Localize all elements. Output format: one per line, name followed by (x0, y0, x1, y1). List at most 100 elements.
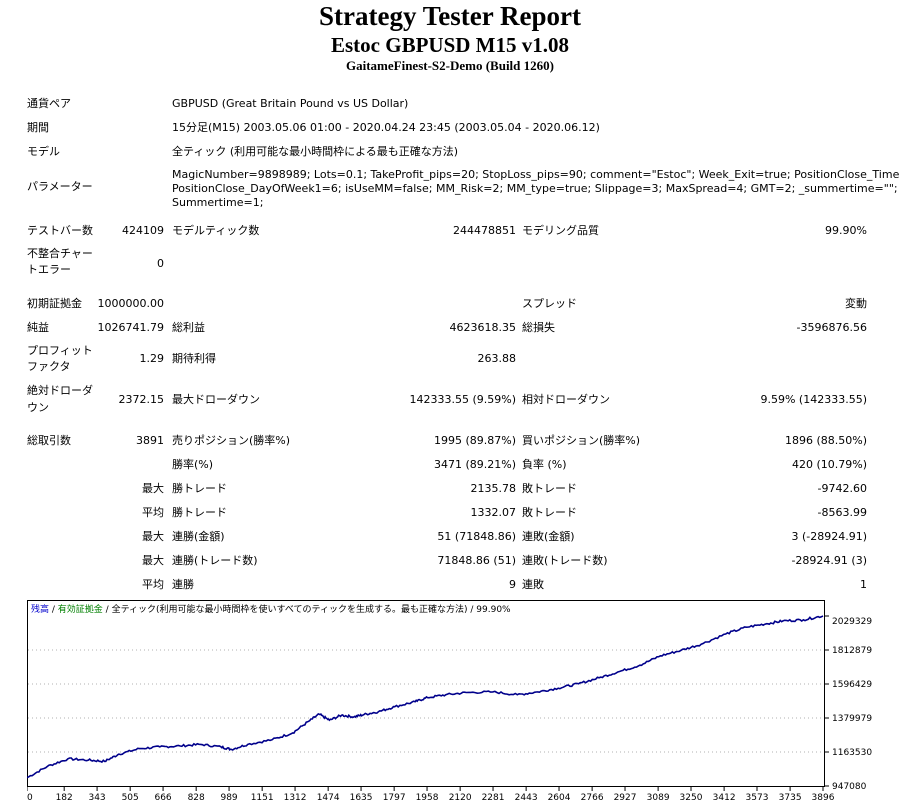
params-line-3: Summertime=1; (172, 196, 264, 209)
x-tick-label: 3735 (779, 793, 802, 803)
x-tick-label: 1474 (317, 793, 340, 803)
x-tick-label: 2604 (548, 793, 571, 803)
abs-drawdown-label-1: 絶対ドローダ (27, 384, 93, 397)
y-tick-label: 1379979 (832, 714, 872, 724)
x-tick-label: 182 (56, 793, 73, 803)
mismatch-label-2: トエラー (27, 263, 71, 276)
legend-separator: / (49, 605, 58, 615)
net-profit-label: 純益 (27, 321, 49, 334)
max-consec-losses-label: 連敗(金額) (522, 530, 575, 543)
max-consecutive-label-2: 最大 (142, 554, 164, 567)
ticks-label: モデルティック数 (172, 224, 260, 237)
params-label: パラメーター (27, 180, 93, 193)
expected-payoff-value: 263.88 (477, 352, 517, 365)
mismatch-value: 0 (157, 257, 164, 270)
bars-label: テストバー数 (27, 224, 93, 237)
x-tick-label: 505 (122, 793, 139, 803)
x-tick-label: 3250 (680, 793, 703, 803)
profit-trades-label: 勝率(%) (172, 458, 214, 471)
x-tick-label: 3573 (746, 793, 769, 803)
avg-consec-losses-label: 連敗 (522, 578, 544, 591)
bars-value: 424109 (122, 224, 164, 237)
y-tick-label: 1596429 (832, 680, 872, 690)
x-tick-label: 1797 (383, 793, 406, 803)
max-consec-profit-value: 71848.86 (51) (437, 554, 516, 567)
max-consec-wins-value: 51 (71848.86) (437, 530, 516, 543)
quality-value: 99.90% (825, 224, 867, 237)
y-tick-label: 947080 (832, 782, 867, 792)
period-value: 15分足(M15) 2003.05.06 01:00 - 2020.04.24 … (172, 121, 600, 134)
gross-profit-label: 総利益 (172, 321, 205, 334)
x-tick-label: 0 (27, 793, 33, 803)
x-tick-label: 666 (154, 793, 171, 803)
avg-consec-losses-value: 1 (860, 578, 867, 591)
largest-win-label: 勝トレード (172, 482, 227, 495)
deposit-value: 1000000.00 (97, 297, 164, 310)
server-info: GaitameFinest-S2-Demo (Build 1260) (346, 58, 554, 73)
x-tick-label: 2443 (515, 793, 538, 803)
max-consec-profit-label: 連勝(トレード数) (172, 554, 258, 567)
max-consec-loss-value: -28924.91 (3) (791, 554, 867, 567)
x-axis-ticks: 0 182 343 505 666 828 989 1151 1312 1474 1635 1797 1… (27, 787, 835, 803)
max-drawdown-value: 142333.55 (9.59%) (409, 393, 516, 406)
x-tick-label: 2927 (614, 793, 637, 803)
profit-factor-value: 1.29 (139, 352, 165, 365)
legend-separator: / (103, 605, 112, 615)
symbol-value: GBPUSD (Great Britain Pound vs US Dollar… (172, 97, 409, 110)
legend-balance: 残高 (31, 603, 49, 615)
avg-win-label: 勝トレード (172, 506, 227, 519)
x-tick-label: 828 (188, 793, 205, 803)
gross-profit-value: 4623618.35 (449, 321, 516, 334)
avg-win-value: 1332.07 (470, 506, 517, 519)
x-tick-label: 343 (88, 793, 105, 803)
x-tick-label: 2766 (581, 793, 604, 803)
grid-lines (28, 649, 824, 753)
mismatch-label-1: 不整合チャー (27, 247, 93, 260)
short-positions-value: 1995 (89.87%) (433, 434, 516, 447)
legend-quality: / 99.90% (468, 605, 512, 615)
ticks-value: 244478851 (453, 224, 516, 237)
rel-drawdown-label: 相対ドローダウン (522, 393, 610, 406)
max-consec-wins-label: 連勝(金額) (172, 530, 225, 543)
balance-chart: 947080 1163530 1379979 1596429 1812879 202932… (27, 600, 900, 807)
total-trades-value: 3891 (136, 434, 164, 447)
gross-loss-value: -3596876.56 (796, 321, 867, 334)
max-drawdown-label: 最大ドローダウン (172, 393, 260, 406)
legend-model: 全ティック(利用可能な最小時間枠を使いすべてのティックを生成する。最も正確な方法… (112, 603, 468, 615)
report-subtitle: Estoc GBPUSD M15 v1.08 (331, 33, 569, 57)
avg-consecutive-label: 平均 (142, 578, 164, 591)
net-profit-value: 1026741.79 (97, 321, 164, 334)
x-tick-label: 2281 (482, 793, 505, 803)
profit-trades-value: 3471 (89.21%) (433, 458, 516, 471)
avg-loss-value: -8563.99 (817, 506, 867, 519)
spread-value: 変動 (845, 297, 867, 310)
largest-loss-label: 敗トレード (522, 482, 577, 495)
long-positions-label: 買いポジション(勝率%) (522, 434, 641, 447)
x-tick-label: 3412 (713, 793, 736, 803)
short-positions-label: 売りポジション(勝率%) (172, 434, 291, 447)
balance-series-line (27, 615, 824, 779)
rel-drawdown-value: 9.59% (142333.55) (760, 393, 867, 406)
report-title: Strategy Tester Report (319, 1, 581, 31)
y-tick-label: 2029329 (832, 617, 872, 627)
gross-loss-label: 総損失 (522, 321, 555, 334)
avg-consec-wins-label: 連勝 (172, 578, 194, 591)
symbol-label: 通貨ペア (27, 97, 71, 110)
params-line-2: PositionClose_DayOfWeek1=6; isUseMM=fals… (172, 182, 898, 195)
avg-loss-label: 敗トレード (522, 506, 577, 519)
x-tick-label: 1958 (416, 793, 439, 803)
legend-equity: 有効証拠金 (58, 603, 103, 615)
y-axis-ticks: 947080 1163530 1379979 1596429 1812879 202932… (825, 615, 872, 792)
y-tick-label: 1812879 (832, 646, 872, 656)
average-label: 平均 (142, 506, 164, 519)
y-tick-label: 1163530 (832, 748, 872, 758)
largest-label: 最大 (142, 482, 164, 495)
x-tick-label: 989 (220, 793, 237, 803)
largest-win-value: 2135.78 (470, 482, 517, 495)
largest-loss-value: -9742.60 (817, 482, 867, 495)
long-positions-value: 1896 (88.50%) (784, 434, 867, 447)
quality-label: モデリング品質 (522, 224, 599, 237)
period-label: 期間 (27, 121, 49, 134)
spread-label: スプレッド (522, 297, 577, 310)
params-line-1: MagicNumber=9898989; Lots=0.1; TakeProfi… (172, 168, 900, 181)
